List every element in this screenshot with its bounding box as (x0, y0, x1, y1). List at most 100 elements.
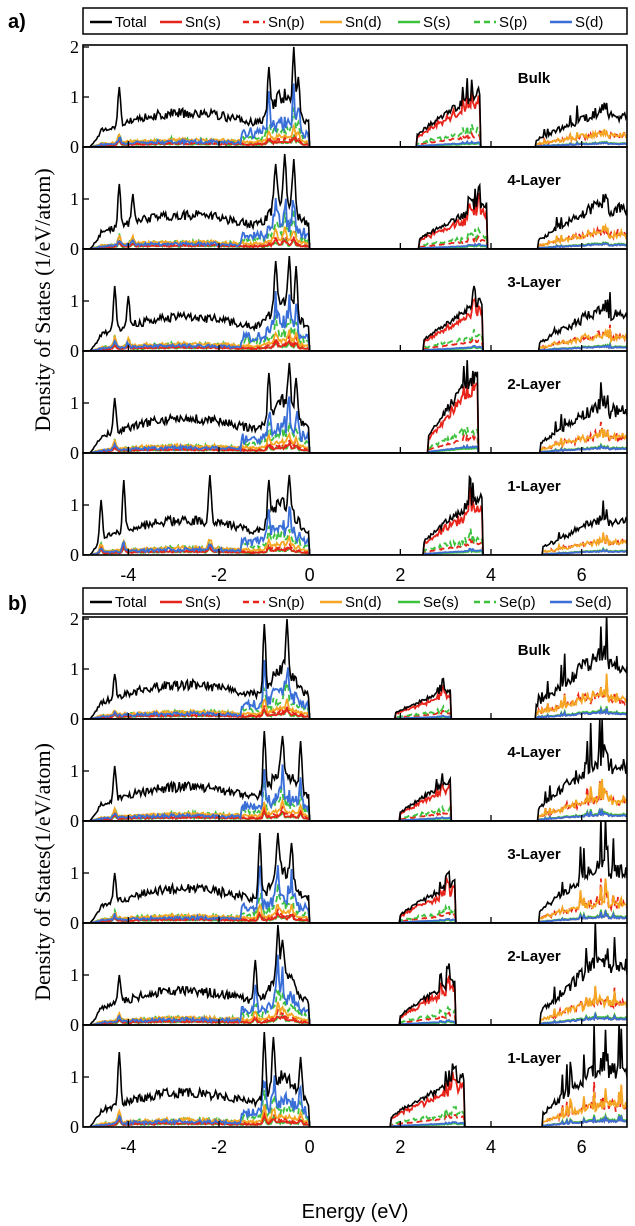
y-tick-label: 2 (70, 37, 79, 57)
y-tick-label: 0 (70, 341, 79, 361)
panel-label: a) (8, 11, 26, 33)
dos-curve-tot (83, 719, 627, 821)
y-tick-label: 1 (70, 659, 79, 679)
subplot-frame (82, 1024, 628, 1128)
y-tick-label: 1 (70, 965, 79, 985)
subplot-frame (82, 452, 628, 556)
dos-curve-tot (83, 255, 627, 351)
subplot-3-layer: 0 1 3-Layer (70, 820, 628, 933)
legend-entry: Sn(p) (268, 594, 305, 611)
y-tick-label: 1 (70, 87, 79, 107)
dos-curve-snD (83, 428, 627, 453)
y-tick-label: 0 (70, 545, 79, 565)
dos-curve-snD (83, 222, 627, 249)
subplot-3-layer: 0 1 3-Layer (70, 248, 628, 361)
dos-curve-snD (83, 878, 627, 923)
y-tick-label: 1 (70, 863, 79, 883)
x-tick-label: 0 (305, 565, 315, 585)
legend-entry: Total (115, 594, 147, 611)
dos-curve-snD (83, 532, 627, 555)
dos-curve-xD (83, 290, 627, 351)
dos-curve-snS (83, 782, 627, 821)
layer-label: 1-Layer (507, 478, 561, 495)
x-tick-label: 4 (486, 565, 496, 585)
layer-label: 2-Layer (507, 948, 561, 965)
layer-label: Bulk (518, 70, 551, 87)
legend-entry: S(p) (499, 14, 527, 31)
x-tick-label: 6 (577, 1137, 587, 1157)
y-tick-label: 1 (70, 495, 79, 515)
dos-curve-tot (83, 923, 627, 1025)
panel-label: b) (8, 593, 27, 615)
y-tick-label: 0 (70, 1117, 79, 1137)
dos-curve-xD (83, 506, 627, 555)
dos-curve-tot (83, 821, 627, 923)
y-tick-label: 0 (70, 1015, 79, 1035)
y-tick-label: 0 (70, 811, 79, 831)
dos-curve-xD (83, 865, 627, 923)
legend-entry: Sn(s) (185, 594, 221, 611)
y-tick-label: 0 (70, 443, 79, 463)
dos-curve-tot (83, 153, 627, 249)
layer-label: 3-Layer (507, 846, 561, 863)
x-tick-label: -2 (211, 1137, 227, 1157)
chart-panel-b: b) Total Sn(s) Sn(p) Sn(d) Se(s) Se(p) Se(d) Den… (8, 587, 628, 1223)
subplot-1-layer: 0 1 1-Layer (70, 1024, 628, 1137)
layer-label: 1-Layer (507, 1050, 561, 1067)
dos-curve-xD (83, 197, 627, 249)
legend-entry: S(d) (575, 14, 603, 31)
subplot-4-layer: 0 1 4-Layer (70, 146, 628, 259)
subplot-frame (82, 616, 628, 720)
layer-label: 3-Layer (507, 274, 561, 291)
legend-entry: Sn(d) (345, 14, 382, 31)
dos-curve-tot (83, 1025, 627, 1127)
dos-curve-xD (83, 396, 627, 453)
dos-curve-xD (83, 1075, 627, 1127)
y-tick-label: 0 (70, 709, 79, 729)
legend-entry: Sn(p) (268, 14, 305, 31)
legend-entry: Total (115, 14, 147, 31)
y-tick-label: 2 (70, 609, 79, 629)
subplot-frame (82, 718, 628, 822)
legend-entry: Sn(d) (345, 594, 382, 611)
dos-curve-xS (83, 1011, 627, 1025)
layer-label: 2-Layer (507, 376, 561, 393)
y-tick-label: 1 (70, 189, 79, 209)
subplot-2-layer: 0 1 2-Layer (70, 922, 628, 1035)
x-tick-label: 2 (395, 565, 405, 585)
dos-curve-snS (83, 1071, 627, 1127)
dos-curve-tot (83, 617, 627, 719)
chart-panel-a: a) Total Sn(s) Sn(p) Sn(d) S(s) S(p) S(d) Densit… (8, 7, 628, 585)
legend-entry: Se(p) (499, 594, 536, 611)
dos-curve-tot (83, 46, 627, 147)
y-tick-label: 1 (70, 1067, 79, 1087)
dos-curve-tot (83, 360, 627, 453)
layer-label: 4-Layer (507, 744, 561, 761)
x-axis-label: Energy (eV) (302, 1201, 409, 1223)
x-tick-label: 2 (395, 1137, 405, 1157)
x-tick-label: -2 (211, 565, 227, 585)
dos-curve-snS (83, 295, 627, 351)
subplot-2-layer: 0 1 2-Layer (70, 350, 628, 463)
subplot-4-layer: 0 1 4-Layer (70, 718, 628, 831)
dos-curve-xD (83, 764, 627, 821)
y-axis-label: Density of States (1/eV/atom) (30, 168, 55, 431)
x-tick-label: 0 (305, 1137, 315, 1157)
x-tick-label: -4 (120, 565, 136, 585)
dos-curve-xD (83, 954, 627, 1025)
legend-entry: Se(d) (575, 594, 612, 611)
legend-entry: S(s) (423, 14, 451, 31)
dos-curve-snD (83, 779, 627, 821)
subplot-bulk: 0 1 2 Bulk (70, 37, 628, 157)
subplot-1-layer: 0 1 1-Layer (70, 452, 628, 565)
x-tick-label: -4 (120, 1137, 136, 1157)
dos-curve-snS (83, 487, 627, 555)
dos-curve-tot (83, 474, 627, 555)
subplot-bulk: 0 1 2 Bulk (70, 609, 628, 729)
dos-curve-xD (83, 659, 627, 719)
dos-curve-snD (83, 327, 627, 351)
subplot-frame (82, 922, 628, 1026)
y-tick-label: 0 (70, 137, 79, 157)
x-tick-label: 4 (486, 1137, 496, 1157)
